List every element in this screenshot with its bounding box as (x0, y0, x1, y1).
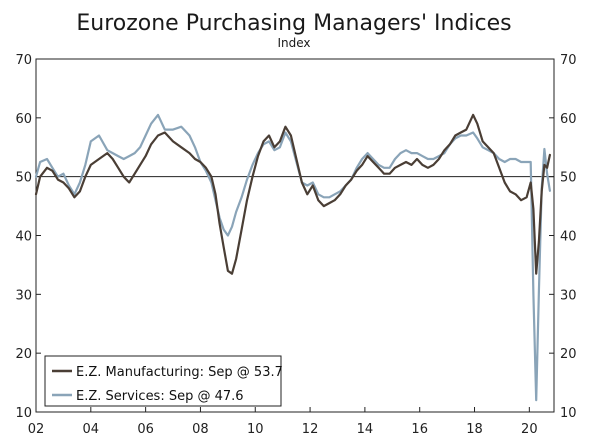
y-tick-label-left: 70 (15, 53, 32, 68)
legend-label-services: E.Z. Services: Sep @ 47.6 (76, 389, 244, 404)
x-tick-label: 14 (357, 422, 374, 437)
y-tick-label-left: 30 (15, 288, 32, 303)
x-tick-label: 20 (521, 422, 538, 437)
series-layer (34, 113, 551, 402)
y-axis-right: 10 20 30 40 50 60 70 (549, 53, 577, 421)
y-tick-label-left: 60 (15, 112, 32, 127)
legend-label-manufacturing: E.Z. Manufacturing: Sep @ 53.7 (76, 365, 283, 380)
y-tick-label-right: 50 (560, 171, 577, 186)
x-tick-label: 10 (247, 422, 264, 437)
y-tick-label-right: 60 (560, 112, 577, 127)
x-tick-label: 08 (192, 422, 209, 437)
x-tick-label: 18 (466, 422, 483, 437)
chart-title: Eurozone Purchasing Managers' Indices (76, 11, 511, 36)
x-axis: 02 04 06 08 10 12 14 16 18 20 (28, 407, 538, 437)
y-tick-label-left: 50 (15, 171, 32, 186)
y-axis-left: 10 20 30 40 50 60 70 (15, 53, 41, 421)
y-tick-label-left: 20 (15, 347, 32, 362)
y-tick-label-right: 30 (560, 288, 577, 303)
y-tick-label-right: 10 (560, 406, 577, 421)
y-tick-label-right: 70 (560, 53, 577, 68)
x-tick-label: 02 (28, 422, 45, 437)
legend-box (44, 355, 282, 407)
y-tick-label-left: 40 (15, 230, 32, 245)
x-tick-label: 06 (137, 422, 154, 437)
y-tick-label-right: 20 (560, 347, 577, 362)
chart-subtitle: Index (277, 36, 310, 50)
y-tick-label-left: 10 (15, 406, 32, 421)
x-tick-label: 12 (302, 422, 319, 437)
y-tick-label-right: 40 (560, 230, 577, 245)
x-tick-label: 04 (83, 422, 100, 437)
x-tick-label: 16 (411, 422, 428, 437)
series-line-services (34, 113, 551, 402)
series-line-manufacturing (34, 113, 551, 275)
legend: E.Z. Manufacturing: Sep @ 53.7 E.Z. Serv… (44, 355, 283, 407)
